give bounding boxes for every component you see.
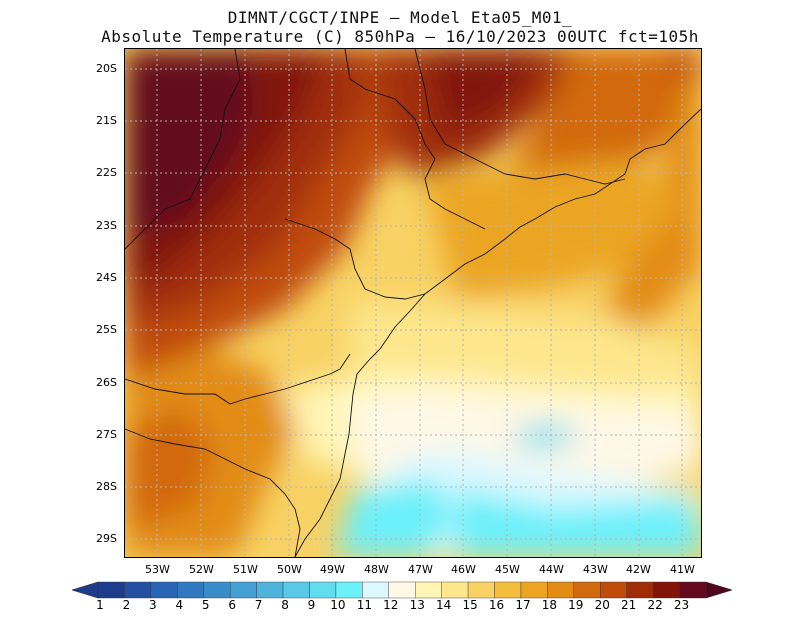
colorbar-swatch (547, 581, 575, 599)
colorbar-swatch (124, 581, 152, 599)
colorbar-arrow-left (72, 581, 99, 599)
colorbar-label: 14 (436, 598, 452, 612)
colorbar-arrow-right (705, 581, 732, 599)
lon-label: 51W (233, 563, 258, 576)
lat-label: 23S (96, 219, 117, 232)
colorbar-swatch (362, 581, 389, 599)
colorbar-label: 19 (568, 598, 584, 612)
lat-label: 28S (96, 480, 117, 493)
colorbar-label: 8 (281, 598, 289, 612)
colorbar-label: 17 (515, 598, 531, 612)
colorbar-swatch (520, 581, 548, 599)
colorbar-label: 12 (383, 598, 399, 612)
colorbar-swatch (441, 581, 469, 599)
colorbar-swatch (415, 581, 442, 599)
colorbar-swatch (97, 581, 125, 599)
colorbar-swatch (229, 581, 257, 599)
colorbar-label: 6 (228, 598, 236, 612)
colorbar-label: 22 (647, 598, 663, 612)
colorbar-swatch (256, 581, 284, 599)
lat-label: 22S (96, 166, 117, 179)
colorbar-label: 2 (122, 598, 131, 612)
colorbar-label: 5 (201, 598, 210, 612)
colorbar-swatch (335, 581, 363, 599)
lat-label: 29S (96, 532, 117, 545)
lon-label: 53W (145, 563, 170, 576)
colorbar-swatch (309, 581, 337, 599)
lat-label: 24S (96, 271, 117, 284)
lon-label: 42W (626, 563, 651, 576)
colorbar-swatch (282, 581, 310, 599)
coastline-and-borders (125, 49, 701, 557)
lon-label: 41W (670, 563, 695, 576)
temperature-field (125, 49, 701, 557)
lon-label: 50W (277, 563, 302, 576)
colorbar-swatch (679, 581, 707, 599)
colorbar-label: 15 (462, 598, 478, 612)
colorbar-swatch (388, 581, 416, 599)
lon-label: 48W (364, 563, 389, 576)
colorbar-label: 10 (330, 598, 346, 612)
lon-label: 44W (539, 563, 564, 576)
lat-label: 26S (96, 376, 117, 389)
colorbar-swatch (494, 581, 522, 599)
colorbar-swatch (573, 581, 601, 599)
colorbar-swatch (177, 581, 204, 599)
colorbar-swatch (150, 581, 178, 599)
colorbar-label: 3 (149, 598, 157, 612)
colorbar-label: 4 (175, 598, 184, 612)
colorbar (72, 580, 732, 600)
lon-label: 43W (583, 563, 608, 576)
lat-label: 25S (96, 323, 117, 336)
lon-label: 47W (408, 563, 433, 576)
colorbar-swatch (467, 581, 495, 599)
colorbar-label: 23 (673, 598, 690, 612)
lon-label: 52W (189, 563, 214, 576)
lat-label: 27S (96, 428, 117, 441)
temperature-map (124, 48, 702, 558)
colorbar-swatch (203, 581, 231, 599)
colorbar-label: 18 (541, 598, 558, 612)
colorbar-label: 20 (594, 598, 610, 612)
colorbar-label: 7 (254, 598, 263, 612)
lon-label: 45W (495, 563, 520, 576)
colorbar-label: 9 (307, 598, 316, 612)
map-title-line2: Absolute Temperature (C) 850hPa – 16/10/… (101, 27, 699, 46)
colorbar-label: 11 (356, 598, 372, 612)
lat-label: 21S (96, 114, 117, 127)
colorbar-label: 16 (488, 598, 505, 612)
lat-label: 20S (96, 62, 117, 75)
lon-label: 46W (451, 563, 476, 576)
colorbar-label: 13 (409, 598, 425, 612)
map-title-line1: DIMNT/CGCT/INPE – Model Eta05_M01_ (227, 8, 573, 27)
colorbar-swatch (600, 581, 627, 599)
map-grid (125, 49, 701, 557)
colorbar-label: 1 (96, 598, 104, 612)
colorbar-swatch (652, 581, 680, 599)
lon-label: 49W (320, 563, 345, 576)
colorbar-swatch (626, 581, 654, 599)
colorbar-label: 21 (621, 598, 637, 612)
